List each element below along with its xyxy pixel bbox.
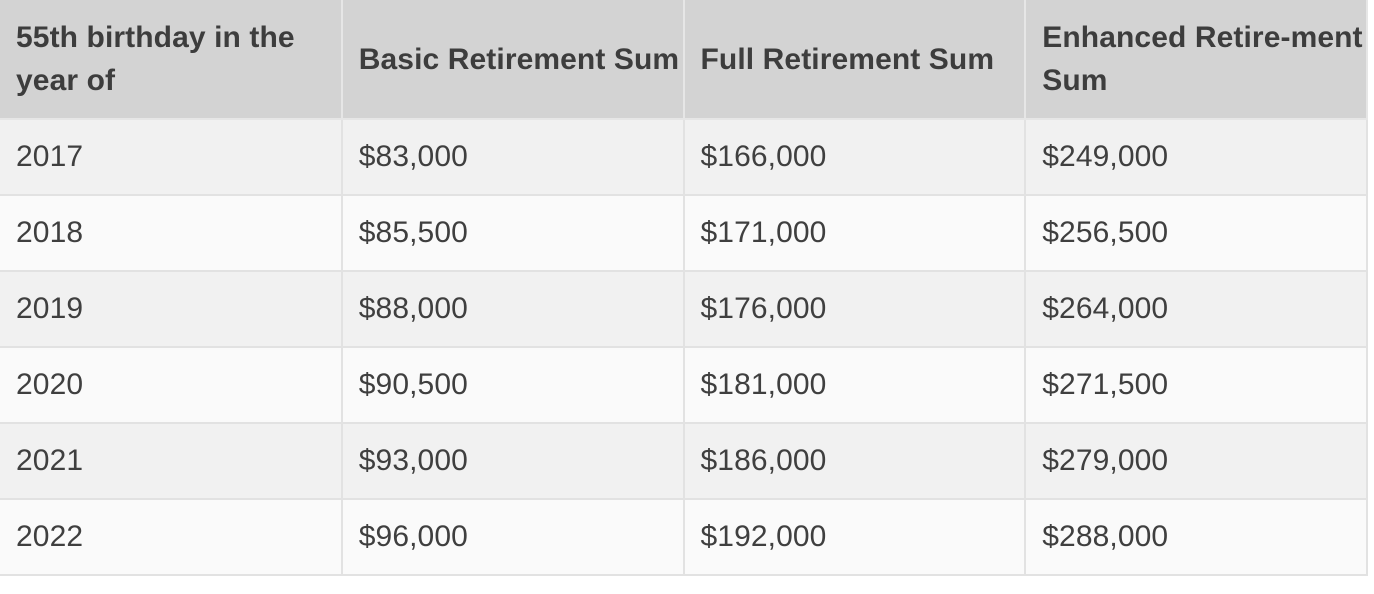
cell-year: 2018 [0,194,343,272]
cell-year: 2020 [0,346,343,424]
cell-full-sum: $181,000 [682,346,1027,424]
cell-year: 2021 [0,422,343,500]
cell-year: 2022 [0,498,343,576]
cell-enhanced-sum: $288,000 [1024,498,1368,576]
header-enhanced-retirement-sum: Enhanced Retire-ment Sum [1024,0,1368,120]
cell-full-sum: $176,000 [682,270,1027,348]
cell-full-sum: $171,000 [682,194,1027,272]
cell-basic-sum: $85,500 [340,194,685,272]
cell-basic-sum: $83,000 [340,118,685,196]
cell-enhanced-sum: $271,500 [1024,346,1368,424]
header-basic-retirement-sum: Basic Retirement Sum [340,0,685,120]
cell-enhanced-sum: $249,000 [1024,118,1368,196]
header-birthday-year: 55th birthday in the year of [0,0,343,120]
cell-enhanced-sum: $279,000 [1024,422,1368,500]
retirement-sums-table: 55th birthday in the year of Basic Retir… [0,0,1368,576]
cell-full-sum: $186,000 [682,422,1027,500]
table-row: 2020 $90,500 $181,000 $271,500 [0,346,1368,424]
cell-enhanced-sum: $264,000 [1024,270,1368,348]
table-row: 2022 $96,000 $192,000 $288,000 [0,498,1368,576]
table-row: 2021 $93,000 $186,000 $279,000 [0,422,1368,500]
header-row: 55th birthday in the year of Basic Retir… [0,0,1368,120]
cell-year: 2017 [0,118,343,196]
cell-basic-sum: $88,000 [340,270,685,348]
header-full-retirement-sum: Full Retirement Sum [682,0,1027,120]
cell-basic-sum: $90,500 [340,346,685,424]
cell-basic-sum: $96,000 [340,498,685,576]
table-body: 2017 $83,000 $166,000 $249,000 2018 $85,… [0,118,1368,576]
cell-year: 2019 [0,270,343,348]
table-row: 2019 $88,000 $176,000 $264,000 [0,270,1368,348]
cell-basic-sum: $93,000 [340,422,685,500]
table-header: 55th birthday in the year of Basic Retir… [0,0,1368,120]
cell-enhanced-sum: $256,500 [1024,194,1368,272]
cell-full-sum: $192,000 [682,498,1027,576]
table-row: 2017 $83,000 $166,000 $249,000 [0,118,1368,196]
cell-full-sum: $166,000 [682,118,1027,196]
table-row: 2018 $85,500 $171,000 $256,500 [0,194,1368,272]
